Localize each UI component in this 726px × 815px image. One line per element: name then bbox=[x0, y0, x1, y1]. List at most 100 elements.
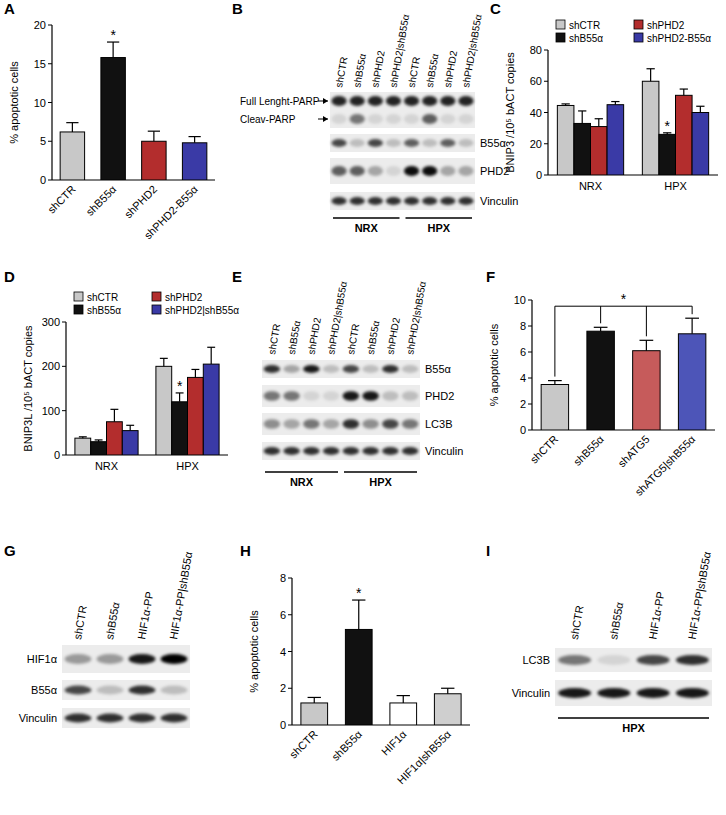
band bbox=[440, 197, 455, 205]
x-tick-label: shCTR bbox=[528, 433, 561, 466]
band bbox=[404, 96, 419, 106]
error-line bbox=[211, 347, 212, 364]
y-tick bbox=[48, 25, 52, 26]
band bbox=[362, 447, 379, 455]
bar bbox=[142, 141, 166, 180]
arrow-head bbox=[323, 116, 328, 122]
y-tick-label: 4 bbox=[280, 646, 286, 658]
band bbox=[97, 714, 124, 723]
error-bar bbox=[110, 409, 118, 421]
row-label: B55α bbox=[480, 137, 507, 149]
bar-chart: 02468% apoptotic cellsshCTRshB55αHIF1αHI… bbox=[248, 572, 470, 786]
lane-label: shPHD2 bbox=[369, 49, 386, 88]
y-tick bbox=[528, 326, 532, 327]
x-tick-label: shATG5|shB55α bbox=[633, 432, 698, 497]
legend-swatch bbox=[152, 292, 161, 301]
band bbox=[323, 391, 340, 401]
row-label: Vinculin bbox=[480, 195, 518, 207]
x-tick-label: shB55α bbox=[329, 727, 364, 762]
bar bbox=[574, 123, 591, 175]
band bbox=[343, 391, 360, 401]
bar bbox=[91, 442, 107, 455]
y-tick-label: 4 bbox=[520, 372, 526, 384]
blot-strip bbox=[555, 648, 712, 672]
y-tick bbox=[544, 81, 548, 82]
y-tick bbox=[528, 430, 532, 431]
lane-label: shPHD2 bbox=[306, 316, 323, 355]
error-line bbox=[646, 340, 647, 350]
band bbox=[597, 655, 630, 665]
y-tick-label: 0 bbox=[536, 169, 542, 181]
y-tick-label: 40 bbox=[530, 107, 542, 119]
blot-strip bbox=[330, 134, 475, 152]
legend-label: shB55α bbox=[569, 33, 603, 44]
x-tick-label: HIF1α bbox=[379, 727, 409, 757]
lane-label: HIF1α-PP|shB55α bbox=[686, 550, 713, 640]
error-line bbox=[700, 106, 701, 112]
error-line bbox=[194, 137, 195, 143]
y-tick-label: 0 bbox=[54, 449, 60, 461]
band bbox=[323, 365, 340, 373]
error-cap bbox=[685, 318, 699, 319]
band bbox=[458, 166, 473, 176]
x-tick-label: shCTR bbox=[287, 728, 320, 761]
bar bbox=[107, 422, 123, 455]
band bbox=[422, 96, 437, 106]
band bbox=[382, 391, 399, 401]
y-tick-label: 20 bbox=[530, 138, 542, 150]
error-line bbox=[179, 393, 180, 402]
legend-swatch bbox=[74, 292, 83, 301]
y-tick bbox=[528, 378, 532, 379]
error-cap bbox=[696, 106, 704, 107]
error-bar bbox=[578, 111, 586, 124]
band bbox=[129, 686, 156, 695]
band bbox=[404, 197, 419, 205]
band bbox=[331, 197, 346, 205]
y-axis-label: BNIP3 /10⁵ bACT copies bbox=[504, 52, 516, 173]
x-tick-label: shATG5 bbox=[615, 433, 651, 469]
error-bar bbox=[594, 327, 608, 331]
row-label: LC3B bbox=[425, 418, 453, 430]
significance-star: * bbox=[621, 291, 627, 307]
error-bar bbox=[685, 318, 699, 334]
y-tick bbox=[48, 63, 52, 64]
band bbox=[422, 166, 437, 176]
error-bar bbox=[160, 358, 168, 366]
error-line bbox=[163, 358, 164, 366]
legend-swatch bbox=[152, 305, 161, 314]
arrow-head bbox=[323, 98, 328, 104]
error-bar bbox=[79, 437, 87, 438]
band bbox=[129, 654, 156, 664]
band bbox=[404, 139, 419, 147]
band bbox=[303, 419, 320, 429]
y-axis bbox=[65, 322, 66, 455]
marks bbox=[60, 42, 207, 180]
error-bar bbox=[441, 688, 454, 694]
blot-strip bbox=[62, 708, 190, 728]
significance-star: * bbox=[177, 378, 183, 394]
y-tick-label: 100 bbox=[42, 405, 60, 417]
y-tick-label: 2 bbox=[520, 398, 526, 410]
legend-swatch bbox=[74, 305, 83, 314]
y-tick bbox=[528, 352, 532, 353]
marks bbox=[541, 318, 706, 430]
lane-label: shCTR bbox=[71, 605, 89, 641]
band bbox=[303, 365, 320, 373]
band bbox=[458, 139, 473, 147]
x-tick-label: shB55α bbox=[83, 182, 118, 217]
band bbox=[458, 96, 473, 106]
error-bar bbox=[640, 340, 654, 350]
legend-swatch bbox=[634, 33, 643, 42]
panel-letter: E bbox=[232, 268, 242, 285]
blot-strip bbox=[62, 645, 190, 673]
band bbox=[331, 96, 346, 106]
band bbox=[161, 686, 188, 695]
group-label: HPX bbox=[369, 476, 392, 488]
error-cap bbox=[611, 101, 619, 102]
band bbox=[386, 96, 401, 106]
bar bbox=[156, 366, 172, 455]
error-line bbox=[692, 318, 693, 334]
group-label: HPX bbox=[622, 722, 645, 734]
lane-label: shPHD2|shB55α bbox=[404, 280, 428, 355]
band bbox=[386, 114, 401, 124]
